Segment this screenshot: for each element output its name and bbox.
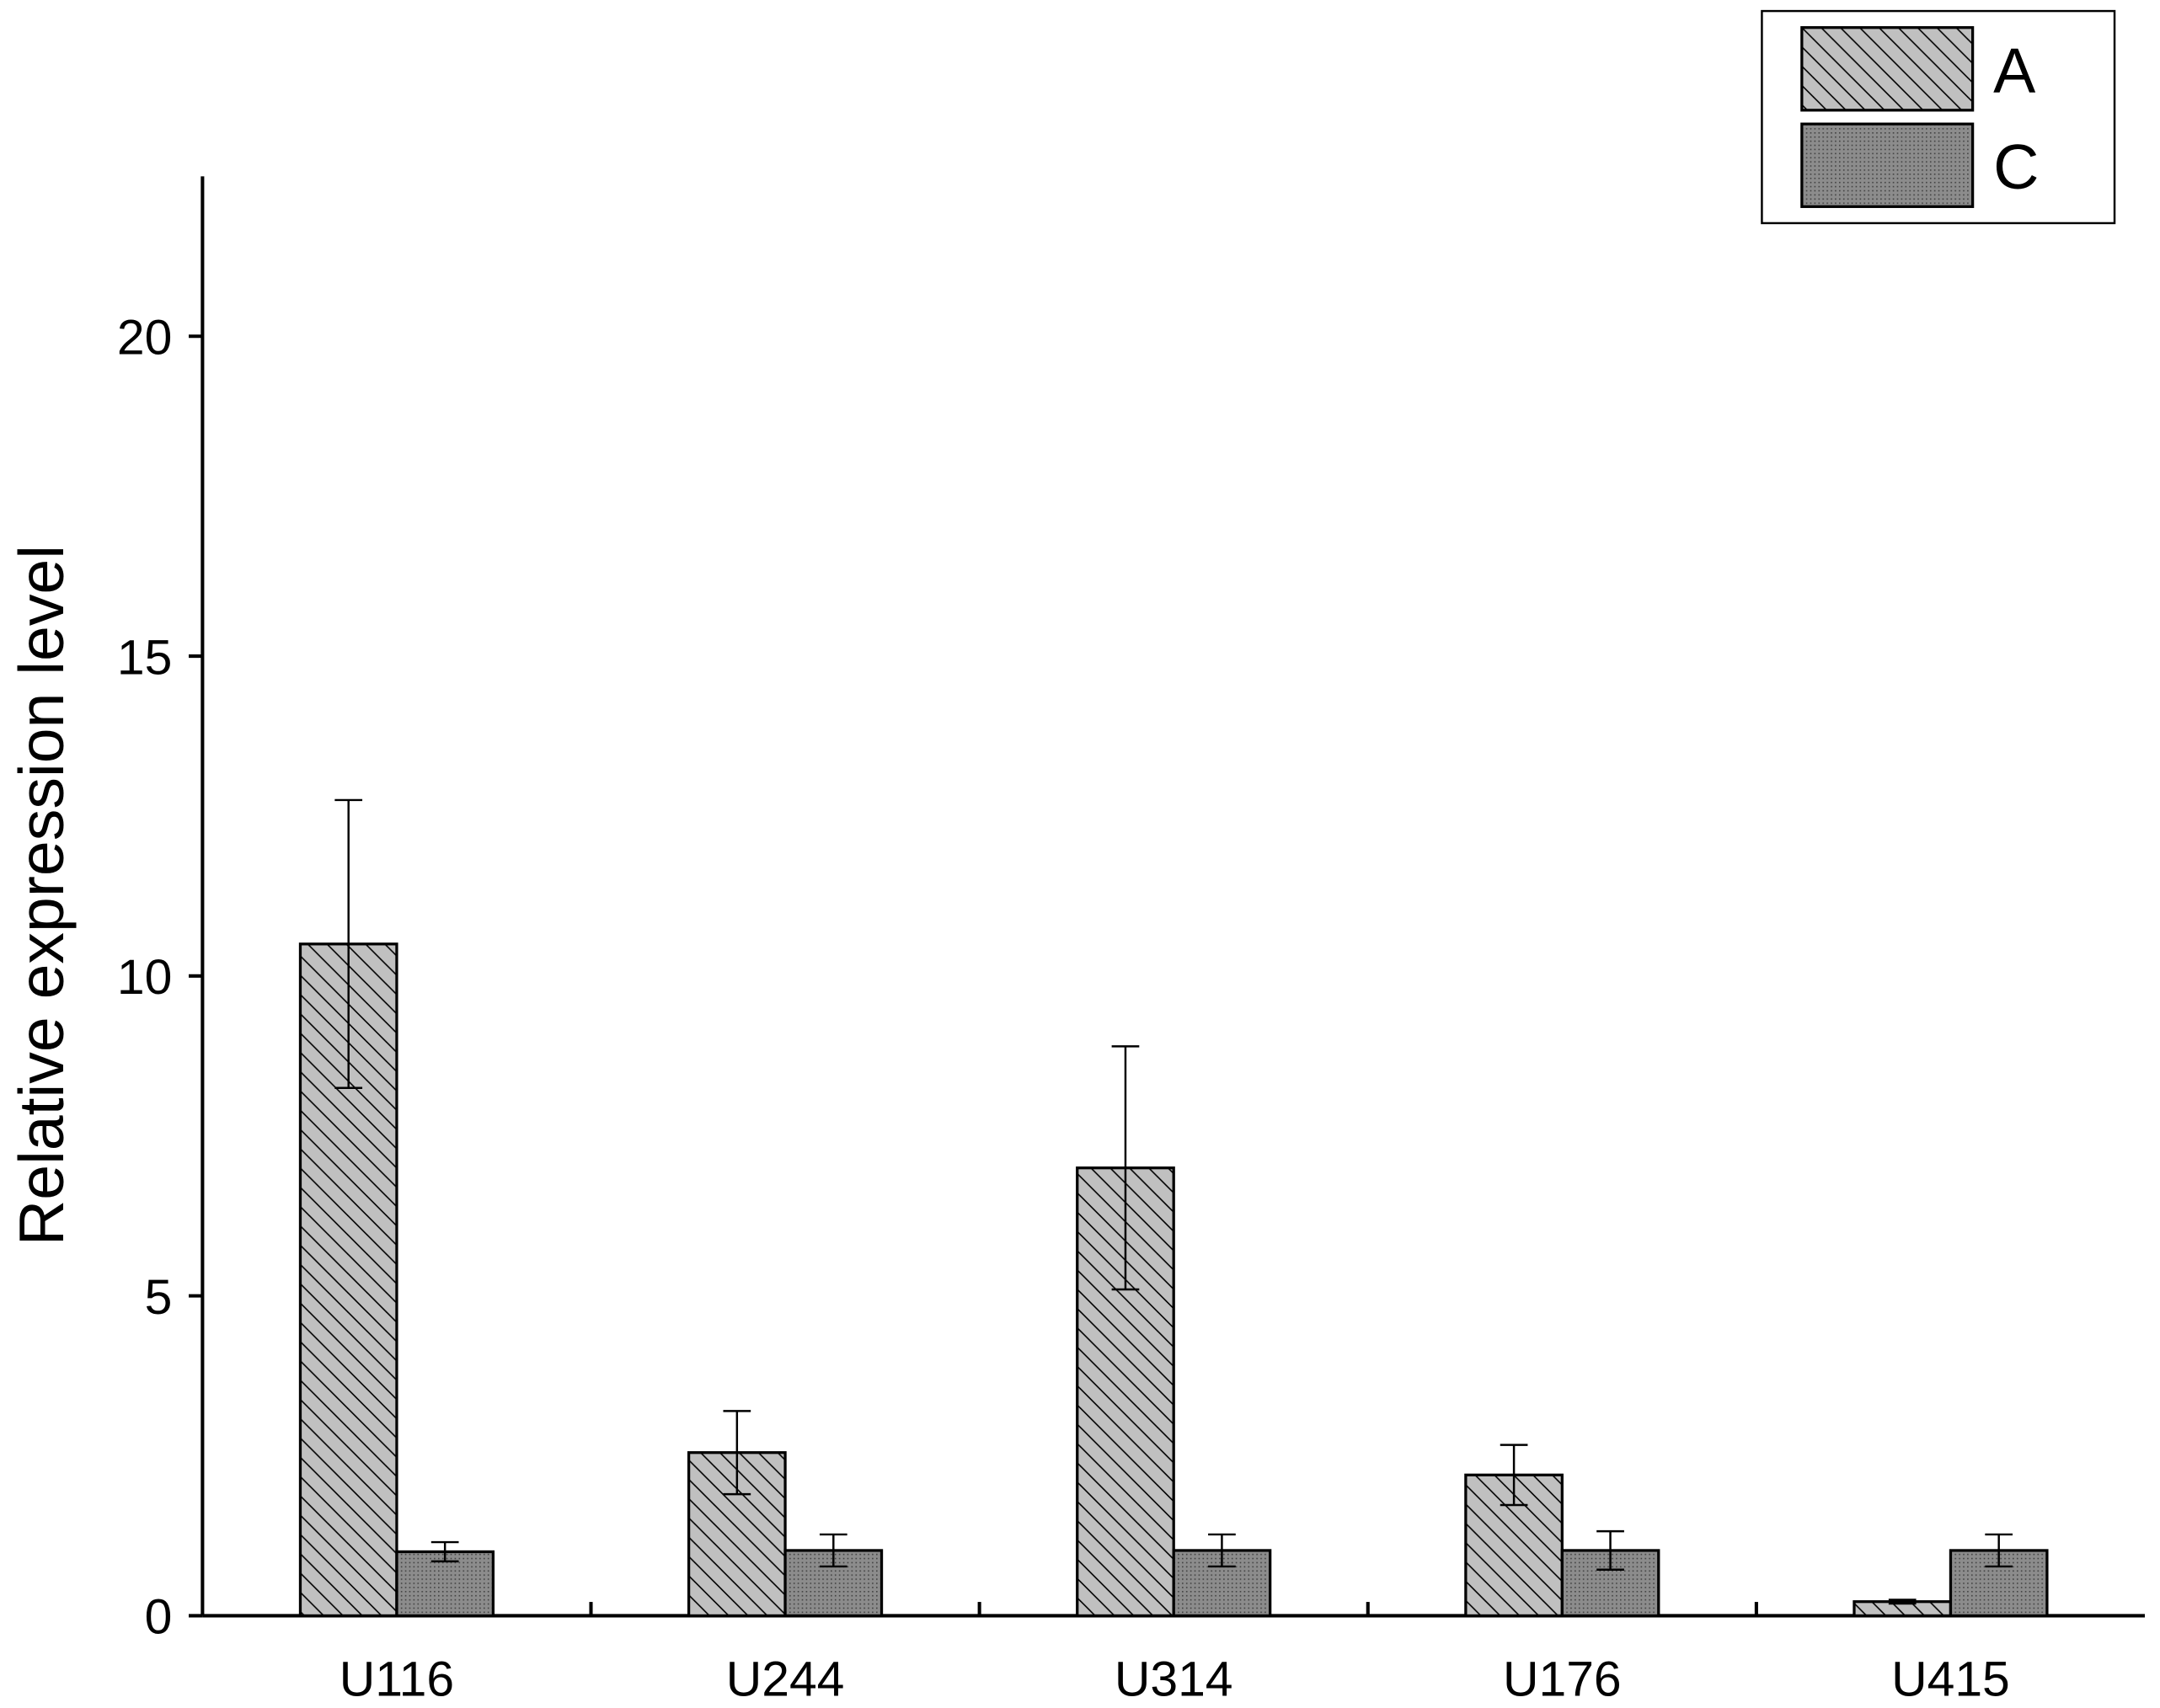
error-bar: [334, 798, 363, 1089]
y-tick-label: 5: [145, 1270, 173, 1325]
bar: [395, 1550, 495, 1618]
x-tick-label: U415: [1891, 1652, 2010, 1706]
legend-swatch: [1800, 26, 1975, 112]
x-tick-label: U116: [340, 1652, 454, 1706]
error-bar: [1500, 1444, 1528, 1507]
error-bar: [1888, 1599, 1917, 1605]
x-tick-label: U314: [1115, 1652, 1233, 1706]
legend-swatch: [1800, 122, 1975, 208]
error-bar: [1596, 1529, 1624, 1571]
error-bar: [1985, 1533, 2013, 1568]
y-tick-label: 0: [145, 1590, 173, 1645]
y-tick-label: 15: [117, 630, 172, 685]
error-bar: [430, 1540, 459, 1563]
legend-label: C: [1993, 131, 2039, 202]
legend-label: A: [1993, 35, 2036, 106]
error-bar: [819, 1533, 847, 1568]
error-bar: [723, 1410, 751, 1496]
x-tick-label: U176: [1503, 1652, 1622, 1706]
y-tick-label: 10: [117, 950, 172, 1005]
error-bar: [1111, 1045, 1140, 1291]
y-tick-label: 20: [117, 310, 172, 365]
y-axis-label: Relative expression level: [6, 545, 77, 1246]
error-bar: [1208, 1533, 1236, 1568]
x-tick-label: U244: [726, 1652, 845, 1706]
bar: [783, 1549, 884, 1618]
